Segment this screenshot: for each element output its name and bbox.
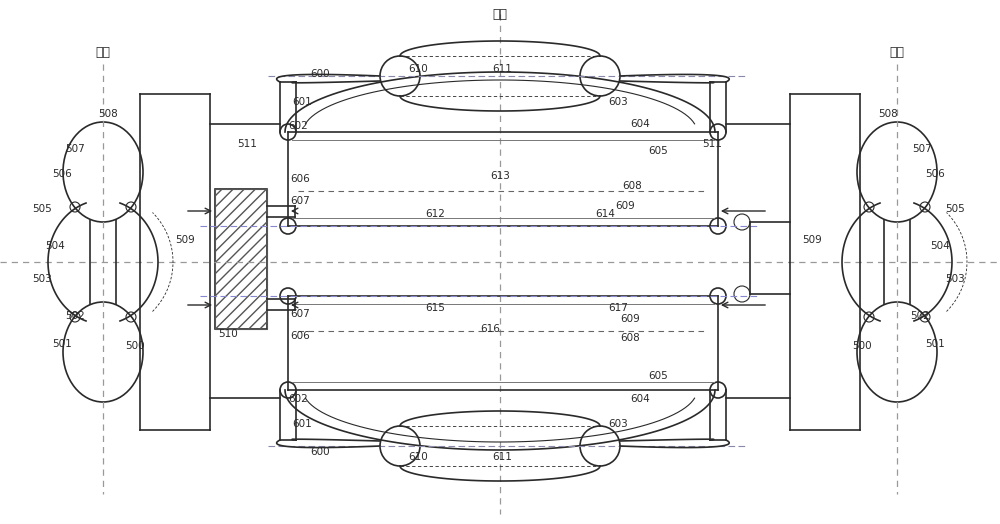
Text: 605: 605: [648, 146, 668, 156]
Text: 603: 603: [608, 419, 628, 429]
Text: 605: 605: [648, 371, 668, 381]
Text: 511: 511: [702, 139, 722, 149]
Text: 505: 505: [945, 204, 965, 214]
Text: 614: 614: [595, 209, 615, 219]
Text: 617: 617: [608, 303, 628, 313]
Text: 612: 612: [425, 209, 445, 219]
Text: 604: 604: [630, 394, 650, 404]
Text: 501: 501: [925, 339, 945, 349]
Text: 604: 604: [630, 119, 650, 129]
Text: 601: 601: [292, 419, 312, 429]
Text: 606: 606: [290, 331, 310, 341]
Text: 609: 609: [620, 314, 640, 324]
Text: 610: 610: [408, 64, 428, 74]
Text: 503: 503: [32, 274, 52, 284]
Text: 602: 602: [288, 121, 308, 131]
Text: 608: 608: [622, 181, 642, 191]
Text: 600: 600: [310, 69, 330, 79]
Text: 611: 611: [492, 452, 512, 462]
Text: 603: 603: [608, 97, 628, 107]
Text: 508: 508: [98, 109, 118, 119]
Bar: [215, 189, 267, 329]
Text: 507: 507: [912, 144, 932, 154]
Text: 502: 502: [910, 311, 930, 321]
Text: 500: 500: [125, 341, 145, 351]
Text: 608: 608: [620, 333, 640, 343]
Text: 615: 615: [425, 303, 445, 313]
Text: 501: 501: [52, 339, 72, 349]
Text: 504: 504: [930, 241, 950, 251]
Text: 509: 509: [175, 235, 195, 245]
Text: 中线: 中线: [96, 46, 110, 59]
Text: 607: 607: [290, 309, 310, 319]
Text: 506: 506: [925, 169, 945, 179]
Bar: [215, 189, 267, 329]
Text: 中线: 中线: [492, 7, 508, 20]
Text: 511: 511: [237, 139, 257, 149]
Text: 502: 502: [65, 311, 85, 321]
Text: 607: 607: [290, 196, 310, 206]
Text: 506: 506: [52, 169, 72, 179]
Text: 616: 616: [480, 324, 500, 334]
Text: 503: 503: [945, 274, 965, 284]
Text: 611: 611: [492, 64, 512, 74]
Text: 610: 610: [408, 452, 428, 462]
Text: 509: 509: [802, 235, 822, 245]
Text: 504: 504: [45, 241, 65, 251]
Text: 507: 507: [65, 144, 85, 154]
Text: 613: 613: [490, 171, 510, 181]
Text: 600: 600: [310, 447, 330, 457]
Text: 606: 606: [290, 174, 310, 184]
Text: 602: 602: [288, 394, 308, 404]
Text: 500: 500: [852, 341, 872, 351]
Text: 601: 601: [292, 97, 312, 107]
Text: 505: 505: [32, 204, 52, 214]
Text: 609: 609: [615, 201, 635, 211]
Text: 510: 510: [218, 329, 238, 339]
Text: 中线: 中线: [890, 46, 904, 59]
Text: 508: 508: [878, 109, 898, 119]
